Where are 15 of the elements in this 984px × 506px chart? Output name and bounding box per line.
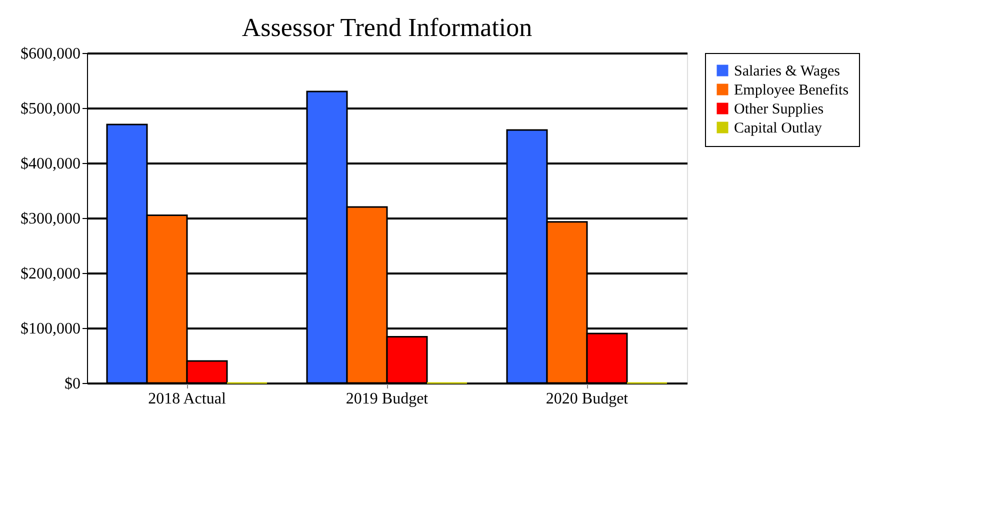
legend-label: Employee Benefits [734,82,849,98]
legend-label: Capital Outlay [734,120,822,136]
legend-label: Other Supplies [734,102,824,118]
y-tick-label: $100,000 [20,320,80,338]
y-tick-label: $400,000 [20,156,80,172]
legend-label: Salaries & Wages [734,64,840,80]
y-tick-label: $0 [64,376,80,392]
y-tick-label: $200,000 [20,266,80,282]
y-tick-label: $500,000 [20,100,80,118]
y-tick-label: $300,000 [20,210,80,228]
x-tick-label: 2019 Budget [346,390,429,408]
y-tick-label: $600,000 [20,46,80,62]
chart-title: Assessor Trend Information [242,13,532,42]
x-tick-label: 2018 Actual [148,390,226,408]
x-tick-label: 2020 Budget [546,390,629,408]
